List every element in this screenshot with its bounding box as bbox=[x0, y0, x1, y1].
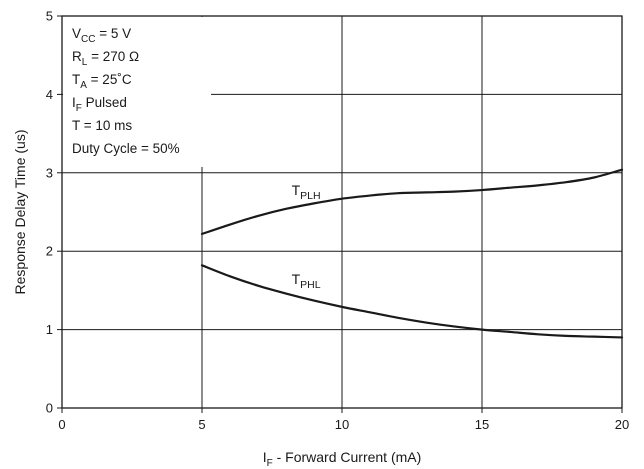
series-label-main: T bbox=[292, 271, 301, 287]
condition-main: Duty Cycle = 50% bbox=[72, 141, 180, 156]
y-tick-label: 1 bbox=[46, 322, 53, 337]
x-axis-label-main: I bbox=[263, 449, 267, 465]
y-axis-ticks: 0 1 2 3 4 5 bbox=[46, 9, 62, 416]
x-axis-label: IF - Forward Current (mA) bbox=[263, 449, 422, 469]
x-tick-label: 15 bbox=[475, 417, 489, 432]
condition-main: R bbox=[72, 49, 82, 64]
condition-rest: = 5 V bbox=[95, 26, 131, 41]
condition-rest: Pulsed bbox=[82, 95, 127, 110]
x-axis-label-sub: F bbox=[267, 458, 273, 469]
condition-sub: L bbox=[82, 57, 88, 68]
y-tick-label: 5 bbox=[46, 9, 53, 24]
x-tick-label: 10 bbox=[335, 417, 349, 432]
x-axis-label-rest: - Forward Current (mA) bbox=[273, 449, 422, 465]
conditions-box-background bbox=[63, 17, 211, 167]
series-label-sub: PHL bbox=[300, 279, 321, 291]
y-axis-label: Response Delay Time (us) bbox=[12, 130, 28, 295]
series-line bbox=[200, 264, 624, 339]
condition-sub: F bbox=[76, 103, 82, 114]
x-tick-label: 5 bbox=[198, 417, 205, 432]
series-label: TPLH bbox=[292, 182, 321, 202]
y-tick-label: 0 bbox=[46, 401, 53, 416]
y-tick-label: 4 bbox=[46, 87, 53, 102]
condition-main: T bbox=[72, 72, 80, 87]
x-tick-label: 20 bbox=[615, 417, 629, 432]
condition-main: I bbox=[72, 95, 76, 110]
condition-line: Duty Cycle = 50% bbox=[72, 141, 180, 156]
condition-main: V bbox=[72, 26, 81, 41]
condition-sub: A bbox=[80, 80, 87, 91]
x-axis-ticks: 0 5 10 15 20 bbox=[58, 408, 629, 432]
condition-main: T = 10 ms bbox=[72, 118, 132, 133]
condition-rest: = 25˚C bbox=[87, 72, 132, 87]
condition-line: RL = 270 Ω bbox=[72, 49, 139, 68]
series-label: TPHL bbox=[292, 271, 321, 291]
x-tick-label: 0 bbox=[58, 417, 65, 432]
condition-sub: CC bbox=[81, 34, 95, 45]
series-label-sub: PLH bbox=[300, 190, 320, 202]
y-tick-label: 3 bbox=[46, 165, 53, 180]
condition-line: IF Pulsed bbox=[72, 95, 127, 114]
condition-rest: = 270 Ω bbox=[87, 49, 139, 64]
y-tick-label: 2 bbox=[46, 244, 53, 259]
condition-line: T = 10 ms bbox=[72, 118, 132, 133]
series-line bbox=[200, 168, 624, 236]
condition-line: VCC = 5 V bbox=[72, 26, 131, 45]
condition-line: TA = 25˚C bbox=[72, 72, 132, 91]
series-label-main: T bbox=[292, 182, 301, 198]
